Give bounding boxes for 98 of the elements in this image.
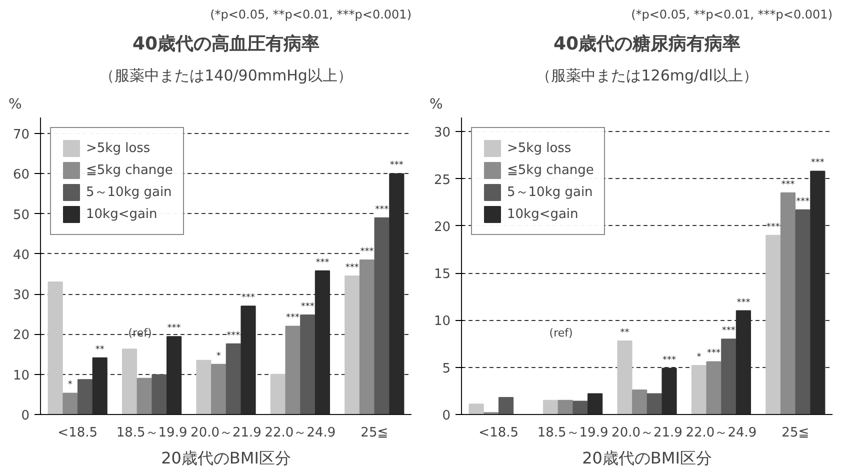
bar [632, 389, 648, 414]
legend-label: ≦5kg change [507, 162, 594, 178]
data-label: *** [390, 160, 404, 171]
x-tick-label: <18.5 [478, 426, 519, 440]
bar [152, 374, 167, 414]
y-tick-label: 20 [434, 220, 451, 235]
data-label: *** [286, 313, 300, 324]
y-tick-label: 40 [12, 248, 30, 263]
bar [211, 364, 226, 414]
y-tick-label: 30 [12, 288, 30, 304]
bar [617, 340, 632, 414]
bar [691, 364, 706, 414]
y-tick-label: 0 [21, 408, 30, 424]
data-label: *** [300, 302, 315, 312]
bar [795, 209, 810, 414]
annotation: (ref) [128, 326, 152, 340]
data-label: ** [620, 328, 630, 338]
x-tick-label: <18.5 [58, 426, 98, 440]
bar [780, 192, 796, 414]
legend-label: >5kg loss [86, 140, 150, 156]
data-label: * [68, 380, 73, 390]
data-label: *** [360, 246, 374, 257]
data-label: *** [316, 258, 330, 268]
data-label: *** [707, 348, 722, 359]
y-tick-label: 5 [442, 361, 451, 376]
bar [48, 282, 63, 414]
x-tick-label: 18.5～19.9 [116, 426, 188, 440]
data-label: *** [796, 196, 810, 207]
y-axis-title: % [8, 96, 22, 112]
y-tick-label: 15 [434, 267, 451, 282]
x-tick-label: 22.0～24.9 [686, 426, 757, 440]
y-tick-label: 70 [12, 128, 30, 143]
bar [558, 400, 573, 414]
data-label: *** [722, 326, 736, 336]
chart-subtitle: （服薬中または140/90mmHg以上） [100, 66, 352, 84]
text: (*p<0.05, **p<0.01, ***p<0.001) [210, 8, 412, 22]
bar [706, 361, 722, 414]
data-label: * [216, 351, 222, 362]
y-tick-label: 25 [434, 172, 451, 188]
x-axis-title: 20歳代のBMI区分 [582, 448, 712, 468]
bar [359, 259, 375, 414]
annotation: (ref) [549, 326, 573, 340]
data-label: *** [345, 263, 360, 274]
bar [62, 392, 78, 414]
x-tick-label: 20.0～21.9 [190, 426, 262, 440]
y-axis-title: % [430, 96, 443, 112]
data-label: *** [375, 204, 390, 215]
bar [136, 378, 152, 414]
bar [270, 374, 286, 414]
bar [572, 400, 588, 414]
data-label: *** [736, 298, 751, 308]
x-tick-label: 25≦ [782, 426, 810, 440]
x-tick-label: 18.5～19.9 [537, 426, 608, 440]
legend-label: ≦5kg change [86, 162, 173, 178]
data-label: * [696, 352, 702, 362]
y-tick-label: 0 [442, 408, 451, 424]
bar [196, 360, 212, 414]
x-tick-label: 20.0～21.9 [612, 426, 682, 440]
bar [721, 338, 736, 414]
legend-label: 10kg<gain [86, 206, 158, 222]
y-tick-label: 10 [12, 368, 30, 384]
y-tick-label: 50 [12, 208, 30, 223]
data-label: *** [167, 324, 182, 334]
chart-title: 40歳代の高血圧有病率 [132, 34, 320, 54]
data-label: *** [662, 355, 677, 366]
text: (*p<0.05, **p<0.01, ***p<0.001) [631, 8, 833, 22]
data-label: *** [766, 222, 780, 232]
legend-label: 10kg<gain [507, 206, 578, 222]
bar [77, 379, 93, 414]
y-tick-label: 60 [12, 168, 30, 183]
bar [646, 393, 662, 414]
x-axis-title: 20歳代のBMI区分 [161, 448, 291, 468]
bar [344, 276, 360, 414]
bar [285, 326, 300, 414]
legend-label: >5kg loss [507, 140, 572, 156]
bar [542, 400, 558, 414]
data-label: *** [781, 180, 796, 190]
bar [766, 234, 781, 414]
data-label: ** [95, 344, 105, 355]
bar [468, 404, 484, 414]
x-tick-label: 25≦ [360, 426, 388, 440]
y-tick-label: 20 [12, 328, 30, 344]
chart-title: 40歳代の糖尿病有病率 [553, 34, 741, 54]
legend-label: 5～10kg gain [86, 184, 172, 201]
legend-label: 5～10kg gain [507, 184, 593, 201]
bar [300, 314, 316, 414]
data-label: *** [242, 293, 256, 304]
x-tick-label: 22.0～24.9 [264, 426, 336, 440]
bar [498, 397, 514, 414]
bar [374, 217, 390, 414]
data-label: *** [226, 330, 241, 341]
bar [588, 393, 603, 414]
y-tick-label: 30 [434, 126, 451, 141]
bar [122, 348, 138, 414]
chart-subtitle: （服薬中または126mg/dl以上） [536, 66, 758, 84]
y-tick-label: 10 [434, 314, 451, 330]
data-label: *** [810, 158, 825, 168]
bar [226, 343, 241, 414]
